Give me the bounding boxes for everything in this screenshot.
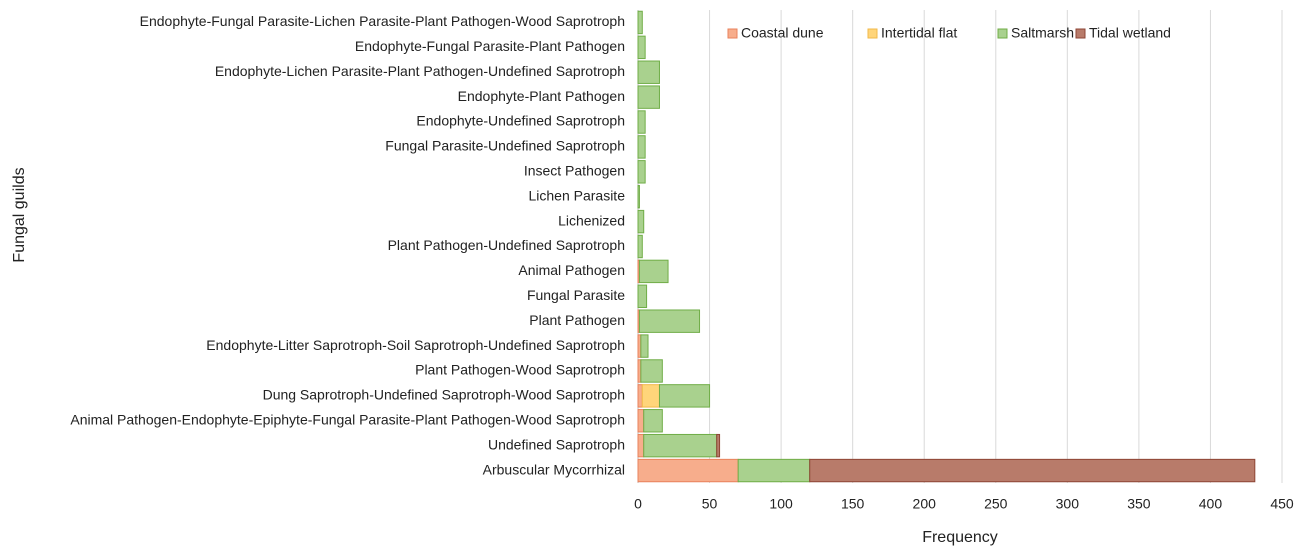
y-tick-label: Plant Pathogen-Undefined Saprotroph	[388, 237, 625, 253]
bar-segment	[637, 433, 645, 458]
bar-segment	[638, 309, 701, 333]
bar-segment	[637, 458, 739, 483]
bar-segment	[637, 60, 660, 84]
x-tick-label: 200	[913, 496, 937, 512]
bar-segment	[638, 259, 669, 284]
bar-segment	[809, 458, 1256, 483]
bar-segment	[637, 135, 646, 159]
y-tick-label: Plant Pathogen-Wood Saprotroph	[415, 362, 625, 378]
y-tick-label: Insect Pathogen	[524, 163, 625, 179]
y-tick-label: Fungal Parasite	[527, 287, 625, 303]
y-tick-label: Animal Pathogen-Endophyte-Epiphyte-Funga…	[70, 411, 625, 427]
x-tick-label: 100	[769, 496, 793, 512]
bar-segment	[637, 160, 646, 184]
bar-segment	[637, 35, 646, 60]
x-tick-label: 50	[702, 496, 718, 512]
bar-segment	[637, 85, 660, 109]
x-tick-label: 150	[841, 496, 865, 512]
bar-segment	[643, 409, 663, 433]
y-tick-label: Endophyte-Undefined Saprotroph	[416, 113, 625, 129]
y-tick-label: Endophyte-Lichen Parasite-Plant Pathogen…	[215, 63, 625, 79]
y-tick-label: Lichen Parasite	[528, 187, 625, 203]
y-tick-label: Endophyte-Plant Pathogen	[458, 88, 625, 104]
y-tick-label: Fungal Parasite-Undefined Saprotroph	[385, 138, 625, 154]
y-tick-label: Animal Pathogen	[518, 262, 625, 278]
x-tick-label: 250	[984, 496, 1008, 512]
x-tick-label: 300	[1056, 496, 1080, 512]
bar-segment	[637, 284, 648, 308]
bar-segment	[716, 433, 721, 458]
bar-segment	[641, 384, 660, 408]
bar-segment	[640, 359, 663, 383]
legend-swatch	[867, 28, 878, 39]
bar-segment	[643, 433, 718, 458]
legend-label: Coastal dune	[741, 25, 824, 41]
y-tick-label: Endophyte-Litter Saprotroph-Soil Saprotr…	[206, 337, 625, 353]
bar-segment	[637, 209, 645, 234]
y-tick-label: Endophyte-Fungal Parasite-Plant Pathogen	[355, 38, 625, 54]
y-tick-label: Lichenized	[558, 212, 625, 228]
legend-label: Saltmarsh	[1011, 25, 1074, 41]
y-tick-label: Arbuscular Mycorrhizal	[483, 461, 625, 477]
bar-segment	[637, 409, 645, 433]
x-tick-label: 0	[634, 496, 642, 512]
legend-label: Tidal wetland	[1089, 25, 1171, 41]
bar-segment	[658, 384, 711, 408]
legend-swatch	[997, 28, 1008, 39]
y-tick-label: Dung Saprotroph-Undefined Saprotroph-Woo…	[263, 387, 625, 403]
bar-segment	[637, 384, 643, 408]
y-tick-label: Plant Pathogen	[529, 312, 625, 328]
y-tick-label: Endophyte-Fungal Parasite-Lichen Parasit…	[140, 13, 625, 29]
bar-segment	[637, 10, 643, 35]
x-tick-label: 350	[1127, 496, 1151, 512]
bar-segment	[637, 185, 640, 209]
bar-segment	[640, 334, 649, 358]
legend-swatch	[727, 28, 738, 39]
x-tick-label: 400	[1199, 496, 1223, 512]
bar-segment	[637, 234, 643, 259]
legend-label: Intertidal flat	[881, 25, 957, 41]
x-axis-label: Frequency	[922, 529, 998, 546]
y-axis-label: Fungal guilds	[11, 167, 28, 262]
bar-segment	[637, 110, 646, 134]
x-tick-label: 450	[1270, 496, 1294, 512]
bar-segment	[737, 458, 811, 483]
legend-swatch	[1075, 28, 1086, 39]
y-tick-label: Undefined Saprotroph	[488, 436, 625, 452]
